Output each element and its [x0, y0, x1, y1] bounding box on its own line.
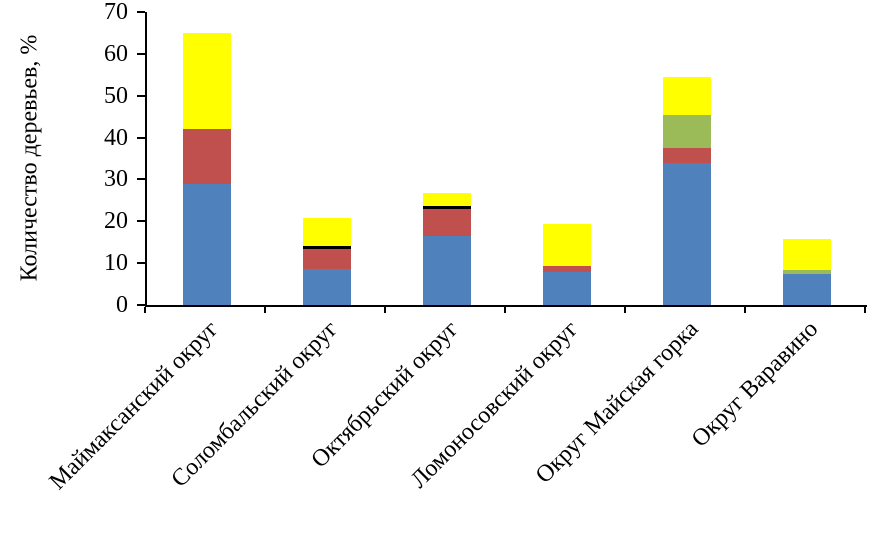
- x-tick-mark: [144, 307, 146, 313]
- y-tick-mark: [137, 94, 145, 97]
- y-tick-label: 50: [104, 82, 128, 109]
- y-tick-label: 20: [104, 208, 128, 235]
- bar-segment-blue: [423, 235, 471, 305]
- plot-area: [145, 12, 867, 307]
- x-tick-mark: [504, 307, 506, 313]
- bar-segment-yellow: [183, 32, 231, 130]
- bar-segment-green: [783, 270, 831, 274]
- y-axis-title: Количество деревьев, %: [16, 34, 43, 282]
- y-tick-label: 60: [104, 40, 128, 67]
- bar-segment-red: [663, 148, 711, 163]
- y-tick-mark: [137, 136, 145, 139]
- x-tick-mark: [264, 307, 266, 313]
- x-category-label: Округ Варавино: [687, 316, 824, 453]
- bar-segment-blue: [543, 271, 591, 305]
- bar-segment-red: [303, 248, 351, 270]
- bar-segment-yellow: [423, 193, 471, 206]
- bar-segment-yellow: [783, 238, 831, 271]
- bar-segment-blue: [303, 269, 351, 305]
- bar-segment-yellow: [663, 76, 711, 115]
- x-tick-mark: [864, 307, 866, 313]
- y-tick-mark: [137, 220, 145, 223]
- y-tick-label: 30: [104, 166, 128, 193]
- bar-segment-blue: [663, 162, 711, 305]
- y-tick-label: 70: [104, 0, 128, 25]
- bar-segment-black: [423, 205, 471, 209]
- y-tick-label: 10: [104, 250, 128, 277]
- bar-segment-blue: [783, 273, 831, 305]
- x-tick-mark: [624, 307, 626, 313]
- bar-segment-yellow: [543, 224, 591, 267]
- bar-segment-blue: [183, 183, 231, 305]
- x-tick-mark: [744, 307, 746, 313]
- y-tick-label: 0: [116, 292, 128, 318]
- x-tick-mark: [384, 307, 386, 313]
- bar-segment-green: [663, 114, 711, 149]
- y-tick-mark: [137, 304, 145, 306]
- bar-segment-red: [423, 208, 471, 236]
- y-tick-mark: [137, 52, 145, 55]
- y-tick-label: 40: [104, 124, 128, 151]
- y-tick-mark: [137, 178, 145, 181]
- bar-segment-black: [303, 245, 351, 249]
- y-tick-mark: [137, 262, 145, 265]
- bar-segment-yellow: [303, 218, 351, 246]
- bar-segment-red: [543, 266, 591, 272]
- y-tick-mark: [137, 11, 145, 13]
- bar-segment-red: [183, 129, 231, 184]
